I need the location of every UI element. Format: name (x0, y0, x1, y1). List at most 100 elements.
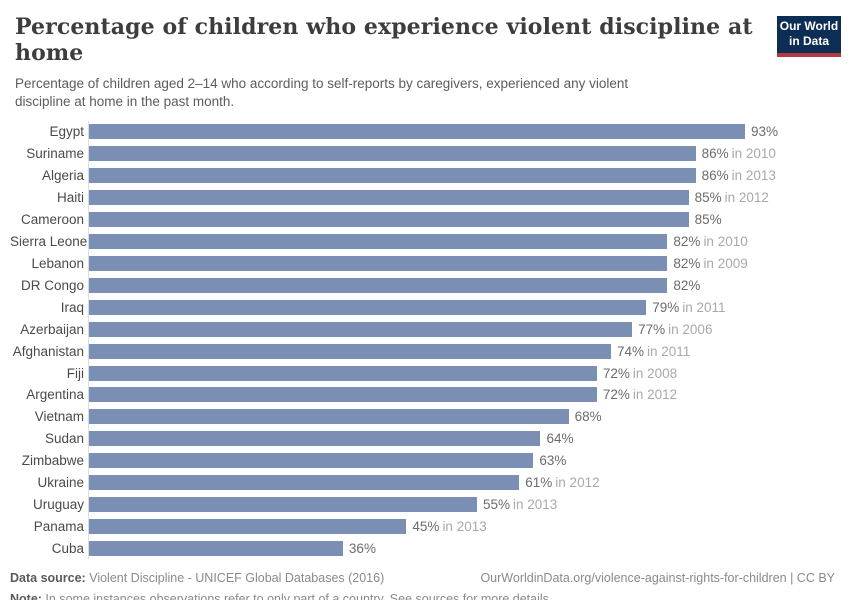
bar-area: 86% in 2013 (88, 164, 850, 187)
year-label: in 2006 (668, 321, 713, 337)
value-label: 55% (482, 497, 510, 513)
bar[interactable] (89, 541, 343, 556)
chart-footer: Data source: Violent Discipline - UNICEF… (0, 559, 850, 600)
bar-area: 93% (88, 120, 850, 143)
country-label: Zimbabwe (21, 453, 84, 469)
country-label: Cameroon (20, 211, 84, 227)
year-label: in 2012 (632, 387, 678, 403)
value-label: 86% (701, 168, 729, 184)
bar[interactable] (89, 233, 668, 249)
value-label: 85% (694, 211, 722, 227)
owid-logo-text: Our World in Data (777, 16, 841, 53)
bar-chart: Egypt 93% Suriname 86% in 2010 Algeria 8… (0, 120, 850, 560)
bar-row: Vietnam 68% (10, 405, 850, 428)
bar[interactable] (89, 387, 597, 403)
bar-row: Iraq 79% in 2011 (10, 296, 850, 319)
country-label: Fiji (66, 365, 84, 381)
bar-row: Azerbaijan 77% in 2006 (10, 318, 850, 341)
bar-row: Afghanistan 74% in 2011 (10, 340, 850, 363)
bar[interactable] (89, 277, 668, 293)
bar[interactable] (89, 431, 541, 447)
bar-row: Sudan 64% (10, 427, 850, 450)
chart-subtitle: Percentage of children aged 2–14 who acc… (15, 76, 629, 110)
value-label: 63% (539, 453, 567, 469)
country-label: Suriname (26, 146, 84, 162)
value-label: 72% (602, 387, 630, 403)
bar[interactable] (89, 299, 647, 315)
bar[interactable] (89, 453, 534, 469)
value-label: 86% (701, 146, 729, 162)
bar-row: Ukraine 61% in 2012 (10, 471, 850, 494)
country-label: Panama (33, 519, 84, 535)
country-label: Sudan (44, 431, 84, 447)
bar[interactable] (89, 365, 597, 381)
bar[interactable] (89, 255, 668, 271)
country-label: Egypt (49, 124, 84, 140)
value-label: 64% (546, 431, 574, 447)
country-label: Argentina (26, 387, 84, 403)
data-source: Data source: Violent Discipline - UNICEF… (10, 571, 384, 585)
year-label: in 2008 (632, 365, 678, 381)
title-block: Percentage of children who experience vi… (15, 14, 777, 112)
year-label: in 2013 (442, 519, 487, 535)
bar[interactable] (89, 497, 477, 513)
bar-row: Argentina 72% in 2012 (10, 383, 850, 406)
bar[interactable] (89, 475, 520, 491)
owid-logo[interactable]: Our World in Data (777, 16, 841, 57)
bar-area: 61% in 2012 (88, 471, 850, 494)
year-label: in 2010 (703, 233, 748, 249)
bar-row: Suriname 86% in 2010 (10, 142, 850, 165)
bar[interactable] (89, 321, 633, 337)
bar[interactable] (89, 124, 745, 140)
bar-area: 64% (88, 427, 850, 450)
bar-area: 85% in 2012 (88, 186, 850, 209)
country-label: Lebanon (31, 255, 84, 271)
bar-row: Cuba 36% (10, 537, 850, 560)
bar-row: DR Congo 82% (10, 274, 850, 297)
bar-row: Algeria 86% in 2013 (10, 164, 850, 187)
bar-row: Egypt 93% (10, 120, 850, 143)
country-label: Haiti (56, 190, 84, 205)
bar[interactable] (89, 343, 611, 359)
value-label: 72% (602, 365, 630, 381)
bar-area: 74% in 2011 (88, 340, 850, 363)
bar[interactable] (89, 146, 696, 162)
value-label: 61% (525, 475, 553, 491)
year-label: in 2011 (647, 343, 691, 359)
year-label: in 2012 (555, 475, 600, 491)
bar-area: 82% in 2009 (88, 252, 850, 275)
bar-row: Zimbabwe 63% (10, 449, 850, 472)
value-label: 74% (616, 343, 644, 359)
bar[interactable] (89, 409, 569, 425)
value-label: 68% (574, 409, 602, 425)
bar-area: 36% (88, 537, 850, 560)
value-label: 93% (751, 124, 779, 140)
bar-area: 86% in 2010 (88, 142, 850, 165)
year-label: in 2013 (731, 168, 776, 184)
country-label: Sierra Leone (10, 233, 88, 249)
value-label: 36% (348, 541, 376, 556)
value-label: 85% (694, 190, 722, 205)
bar-row: Haiti 85% in 2012 (10, 186, 850, 209)
note-label: Note: (10, 592, 42, 600)
bar[interactable] (89, 190, 689, 205)
page-title: Percentage of children who experience vi… (15, 14, 753, 66)
bar-area: 77% in 2006 (88, 318, 850, 341)
country-label: Ukraine (37, 475, 84, 491)
year-label: in 2012 (724, 190, 769, 205)
country-label: Algeria (41, 168, 84, 184)
footer-line1: Data source: Violent Discipline - UNICEF… (10, 571, 835, 585)
country-label: DR Congo (20, 277, 84, 293)
country-label: Cuba (51, 541, 84, 556)
bar[interactable] (89, 519, 407, 535)
bar-area: 45% in 2013 (88, 515, 850, 538)
bar-area: 63% (88, 449, 850, 472)
bar[interactable] (89, 168, 696, 184)
value-label: 82% (673, 233, 701, 249)
bar[interactable] (89, 211, 689, 227)
owid-url: OurWorldinData.org/violence-against-righ… (480, 571, 835, 586)
bar-row: Panama 45% in 2013 (10, 515, 850, 538)
data-source-label: Data source: (10, 571, 86, 586)
bar-row: Lebanon 82% in 2009 (10, 252, 850, 275)
country-label: Uruguay (32, 497, 84, 513)
